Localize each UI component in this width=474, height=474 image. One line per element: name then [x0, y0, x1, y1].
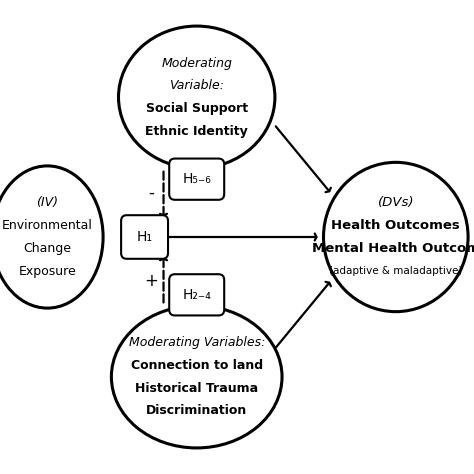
Text: Mental Health Outcom: Mental Health Outcom: [312, 242, 474, 255]
Text: Change: Change: [23, 242, 72, 255]
Text: Moderating: Moderating: [161, 56, 232, 70]
Text: (IV): (IV): [36, 196, 58, 210]
Text: H₁: H₁: [137, 230, 153, 244]
Text: (adaptive & maladaptive): (adaptive & maladaptive): [329, 266, 463, 276]
Text: Exposure: Exposure: [18, 264, 76, 278]
Text: (DVs): (DVs): [377, 196, 414, 210]
Text: Ethnic Identity: Ethnic Identity: [146, 125, 248, 138]
Text: Social Support: Social Support: [146, 102, 248, 115]
Text: H₂₋₄: H₂₋₄: [182, 288, 211, 302]
Ellipse shape: [111, 306, 282, 448]
Ellipse shape: [118, 26, 275, 168]
Text: Moderating Variables:: Moderating Variables:: [128, 336, 265, 349]
FancyBboxPatch shape: [169, 158, 224, 200]
FancyBboxPatch shape: [169, 274, 224, 316]
Text: +: +: [144, 272, 158, 290]
Text: Health Outcomes: Health Outcomes: [331, 219, 460, 232]
FancyBboxPatch shape: [121, 215, 168, 259]
Text: Variable:: Variable:: [169, 79, 224, 92]
Text: -: -: [148, 184, 154, 202]
Text: Discrimination: Discrimination: [146, 404, 247, 418]
Text: Historical Trauma: Historical Trauma: [135, 382, 258, 395]
Ellipse shape: [323, 163, 468, 312]
Text: Connection to land: Connection to land: [131, 359, 263, 372]
Text: H₅₋₆: H₅₋₆: [182, 172, 211, 186]
Ellipse shape: [0, 166, 103, 308]
Text: Environmental: Environmental: [2, 219, 93, 232]
